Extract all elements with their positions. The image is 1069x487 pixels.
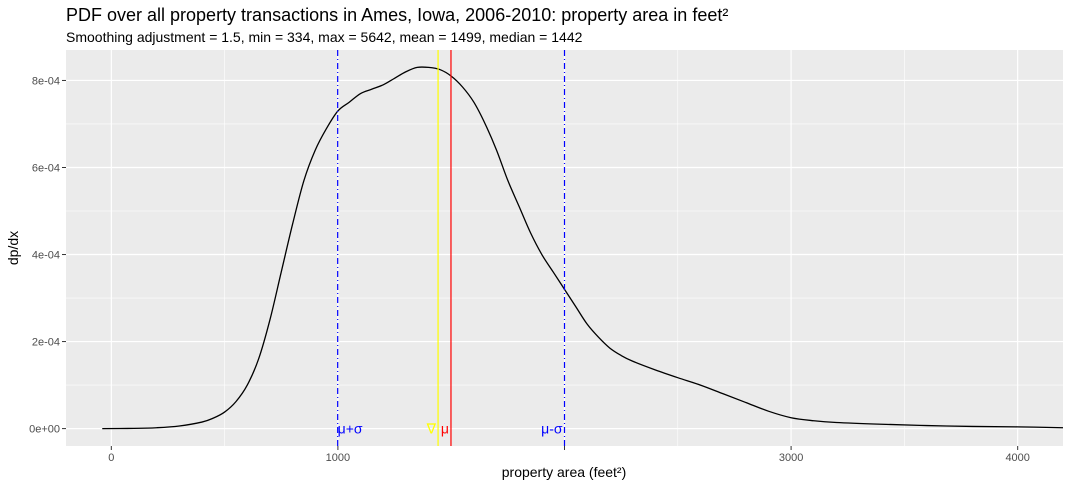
x-tick-label: 1000	[326, 452, 350, 464]
chart-title: PDF over all property transactions in Am…	[66, 5, 728, 25]
density-curve-layer	[102, 66, 1063, 430]
axis-ticks: 0 1000 3000 4000 0e+00 2e-04 4e-04 6e-04 8e-04	[29, 75, 1030, 464]
x-tick-label: 4000	[1005, 452, 1029, 464]
vline-label: μ-σ	[541, 421, 563, 437]
vline-label: μ	[441, 421, 449, 437]
vline-label: ∇	[426, 421, 437, 437]
x-axis-title: property area (feet²)	[502, 464, 627, 480]
chart-subtitle: Smoothing adjustment = 1.5, min = 334, m…	[66, 29, 583, 45]
x-tick-label: 0	[108, 452, 114, 464]
y-tick-label: 8e-04	[32, 75, 60, 87]
x-tick-label: 3000	[779, 452, 803, 464]
y-tick-label: 4e-04	[32, 250, 60, 262]
density-curve	[102, 66, 1063, 430]
y-tick-label: 6e-04	[32, 162, 60, 174]
reference-lines: μ+σ ∇ μ μ-σ	[337, 50, 566, 446]
vline-label: μ+σ	[338, 421, 363, 437]
y-tick-label: 2e-04	[32, 337, 60, 349]
y-tick-label: 0e+00	[29, 424, 60, 436]
y-axis-title: dp/dx	[5, 231, 21, 265]
